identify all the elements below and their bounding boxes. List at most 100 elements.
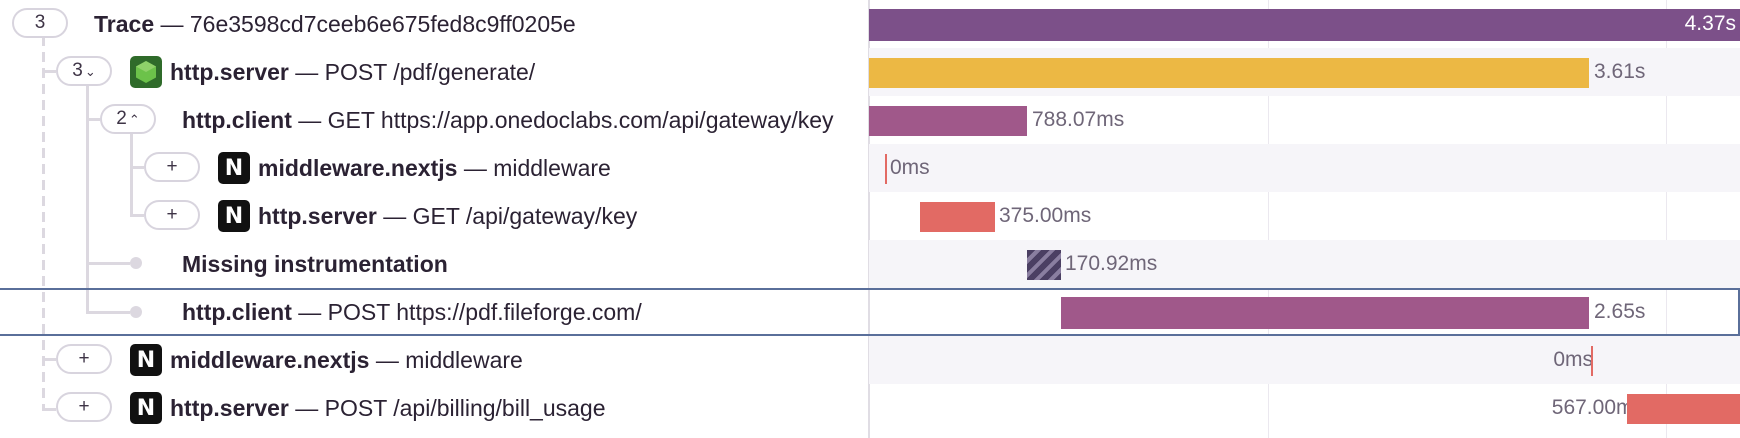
tree-connector	[130, 134, 133, 215]
label-separator: —	[383, 203, 407, 229]
tree-connector	[130, 166, 144, 169]
panel-divider[interactable]	[868, 0, 870, 438]
span-description: GET https://app.onedoclabs.com/api/gatew…	[327, 107, 834, 133]
root-children-count-pill[interactable]: 3	[12, 8, 68, 38]
span-toggle-button[interactable]: 3 ⌄	[56, 56, 112, 86]
span-duration: 375.00ms	[999, 204, 1092, 227]
timeline-cell: 3.61s	[869, 48, 1740, 96]
span-description: middleware	[493, 155, 611, 181]
span-label: http.server — POST /pdf/generate/	[170, 48, 535, 96]
span-toggle-button[interactable]: 2 ⌃	[100, 104, 156, 134]
span-duration: 0ms	[1553, 348, 1593, 371]
trace-duration-bar[interactable]	[869, 9, 1740, 41]
label-separator: —	[463, 155, 487, 181]
tree-connector	[130, 214, 144, 217]
tree-leaf-dot	[130, 257, 142, 269]
expand-button[interactable]: +	[144, 200, 200, 230]
span-op: middleware.nextjs	[258, 155, 458, 181]
nodejs-icon	[130, 56, 162, 88]
span-op: http.server	[170, 59, 289, 85]
plus-icon: +	[78, 348, 90, 369]
nextjs-icon: N	[130, 344, 162, 376]
span-duration: 788.07ms	[1032, 108, 1125, 131]
span-op: middleware.nextjs	[170, 347, 370, 373]
span-row[interactable]: + N http.server — GET /api/gateway/key 3…	[0, 192, 1740, 240]
span-op: http.client	[182, 107, 292, 133]
nextjs-icon: N	[218, 200, 250, 232]
plus-icon: +	[166, 204, 178, 225]
tree-connector	[86, 118, 100, 121]
tree-connector	[42, 358, 56, 361]
timeline-cell: 567.00ms	[869, 384, 1740, 432]
span-op: Missing instrumentation	[182, 251, 448, 277]
chevron-down-icon: ⌄	[84, 64, 96, 79]
gap-bar[interactable]	[1027, 250, 1061, 280]
span-op: http.client	[182, 299, 292, 325]
span-duration-bar[interactable]	[1591, 346, 1593, 376]
span-duration-bar[interactable]	[869, 106, 1027, 136]
span-duration-bar[interactable]	[1061, 297, 1589, 329]
nextjs-icon: N	[130, 392, 162, 424]
timeline-cell: 0ms	[869, 144, 1740, 192]
tree-connector	[86, 262, 130, 265]
tree-connector	[86, 86, 89, 313]
label-separator: —	[160, 11, 184, 37]
expand-button[interactable]: +	[56, 392, 112, 422]
span-label: http.server — GET /api/gateway/key	[258, 192, 637, 240]
trace-total-duration: 4.37s	[1684, 12, 1736, 35]
span-description: middleware	[405, 347, 523, 373]
tree-connector	[42, 70, 56, 73]
trace-root-row[interactable]: 3 Trace — 76e3598cd7ceeb6e675fed8c9ff020…	[0, 0, 1740, 48]
timeline-cell: 788.07ms	[869, 96, 1740, 144]
span-duration-bar[interactable]	[1627, 394, 1740, 424]
nextjs-icon: N	[218, 152, 250, 184]
tree-connector	[86, 311, 130, 314]
timeline-gridline	[1666, 0, 1667, 438]
span-duration-bar[interactable]	[920, 202, 995, 232]
span-description: POST /pdf/generate/	[324, 59, 536, 85]
timeline-cell: 170.92ms	[869, 240, 1740, 288]
span-row[interactable]: + N middleware.nextjs — middleware 0ms	[0, 144, 1740, 192]
span-duration-bar[interactable]	[885, 154, 887, 184]
span-label: middleware.nextjs — middleware	[258, 144, 611, 192]
span-row-selected[interactable]: http.client — POST https://pdf.fileforge…	[0, 288, 1740, 336]
span-op: http.server	[170, 395, 289, 421]
span-description: POST /api/billing/bill_usage	[324, 395, 606, 421]
timeline-cell: 4.37s	[869, 0, 1740, 48]
tree-connector-root	[42, 36, 45, 410]
missing-instrumentation-row[interactable]: Missing instrumentation 170.92ms	[0, 240, 1740, 288]
span-row[interactable]: + N http.server — POST /api/billing/bill…	[0, 384, 1740, 432]
span-op: http.server	[258, 203, 377, 229]
span-duration: 567.00ms	[1551, 396, 1644, 419]
root-children-count: 3	[34, 12, 46, 33]
span-duration: 3.61s	[1594, 60, 1646, 83]
trace-title: Trace	[94, 11, 155, 37]
span-label: http.client — POST https://pdf.fileforge…	[182, 288, 642, 336]
child-count: 2	[116, 108, 127, 129]
trace-root-label: Trace — 76e3598cd7ceeb6e675fed8c9ff0205e	[94, 0, 576, 48]
span-description: POST https://pdf.fileforge.com/	[327, 299, 642, 325]
span-description: GET /api/gateway/key	[412, 203, 638, 229]
timeline-cell: 0ms	[869, 336, 1740, 384]
span-row[interactable]: 2 ⌃ http.client — GET https://app.onedocl…	[0, 96, 1740, 144]
span-row[interactable]: + N middleware.nextjs — middleware 0ms	[0, 336, 1740, 384]
timeline-cell: 2.65s	[869, 288, 1740, 336]
tree-leaf-dot	[130, 306, 142, 318]
label-separator: —	[375, 347, 399, 373]
expand-button[interactable]: +	[144, 152, 200, 182]
chevron-up-icon: ⌃	[128, 112, 140, 127]
span-duration: 170.92ms	[1065, 252, 1158, 275]
plus-icon: +	[78, 396, 90, 417]
tree-connector	[42, 408, 56, 411]
expand-button[interactable]: +	[56, 344, 112, 374]
span-duration: 2.65s	[1594, 300, 1646, 323]
timeline-cell: 375.00ms	[869, 192, 1740, 240]
trace-id: 76e3598cd7ceeb6e675fed8c9ff0205e	[189, 11, 576, 37]
span-label: http.client — GET https://app.onedoclabs…	[182, 96, 868, 144]
label-separator: —	[298, 107, 322, 133]
span-label: middleware.nextjs — middleware	[170, 336, 523, 384]
timeline-gridline	[1268, 0, 1269, 438]
span-duration-bar[interactable]	[869, 58, 1589, 88]
span-row[interactable]: 3 ⌄ http.server — POST /pdf/generate/ 3.6…	[0, 48, 1740, 96]
span-label: Missing instrumentation	[182, 240, 448, 288]
